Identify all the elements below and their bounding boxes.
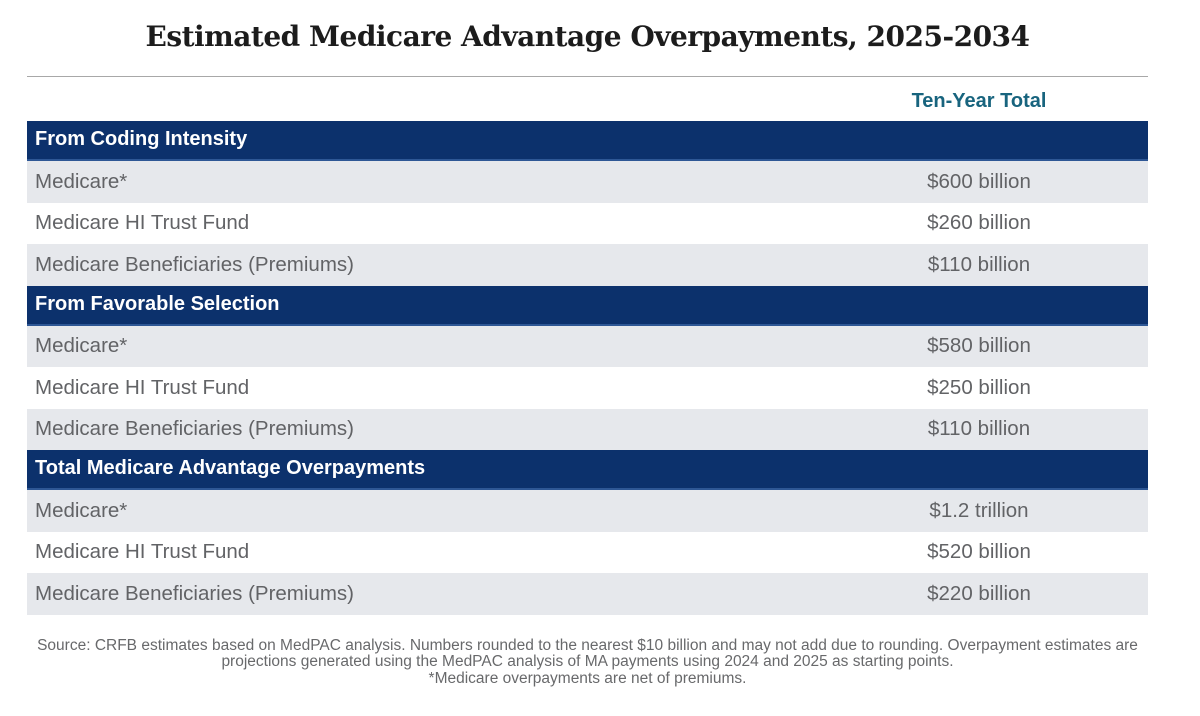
- source-note: Source: CRFB estimates based on MedPAC a…: [37, 636, 1138, 670]
- row-label: Medicare Beneficiaries (Premiums): [35, 252, 354, 276]
- table-row: Medicare Beneficiaries (Premiums) $220 b…: [27, 573, 1148, 615]
- row-label: Medicare HI Trust Fund: [35, 540, 250, 564]
- table-row: Medicare Beneficiaries (Premiums) $110 b…: [27, 244, 1148, 286]
- asterisk-note: *Medicare overpayments are net of premiu…: [428, 669, 747, 687]
- section-header-coding-intensity: From Coding Intensity: [27, 121, 1148, 161]
- table-row: Medicare* $1.2 trillion: [27, 490, 1148, 532]
- row-label: Medicare HI Trust Fund: [35, 375, 250, 399]
- overpayments-table: From Coding Intensity Medicare* $600 bil…: [27, 121, 1148, 615]
- row-label: Medicare*: [35, 169, 128, 193]
- section-header-favorable-selection: From Favorable Selection: [27, 285, 1148, 326]
- row-value: $260 billion: [927, 211, 1031, 235]
- row-value: $250 billion: [927, 375, 1031, 399]
- row-value: $580 billion: [927, 334, 1031, 358]
- table-row: Medicare* $600 billion: [27, 161, 1148, 203]
- row-value: $110 billion: [927, 417, 1031, 441]
- table-row: Medicare HI Trust Fund $260 billion: [27, 202, 1148, 244]
- row-label: Medicare HI Trust Fund: [35, 211, 250, 235]
- title-divider: [27, 76, 1148, 77]
- row-label: Medicare Beneficiaries (Premiums): [35, 581, 354, 605]
- row-value: $220 billion: [927, 581, 1031, 605]
- row-value: $110 billion: [927, 252, 1031, 276]
- figure-content: Estimated Medicare Advantage Overpayment…: [27, 20, 1148, 687]
- row-value: $600 billion: [927, 169, 1031, 193]
- ten-year-total-column-header: Ten-Year Total: [911, 89, 1047, 112]
- row-value: $520 billion: [927, 540, 1031, 564]
- footnotes: Source: CRFB estimates based on MedPAC a…: [27, 636, 1148, 688]
- table-row: Medicare* $580 billion: [27, 325, 1148, 367]
- section-header-total-overpayments: Total Medicare Advantage Overpayments: [27, 450, 1148, 490]
- column-header-row: Ten-Year Total: [27, 77, 1148, 121]
- table-row: Medicare Beneficiaries (Premiums) $110 b…: [27, 408, 1148, 450]
- row-label: Medicare*: [35, 498, 128, 522]
- row-label: Medicare Beneficiaries (Premiums): [35, 417, 354, 441]
- table-row: Medicare HI Trust Fund $250 billion: [27, 367, 1148, 409]
- row-value: $1.2 trillion: [929, 498, 1029, 522]
- figure-title: Estimated Medicare Advantage Overpayment…: [145, 20, 1030, 53]
- table-row: Medicare HI Trust Fund $520 billion: [27, 531, 1148, 573]
- row-label: Medicare*: [35, 334, 128, 358]
